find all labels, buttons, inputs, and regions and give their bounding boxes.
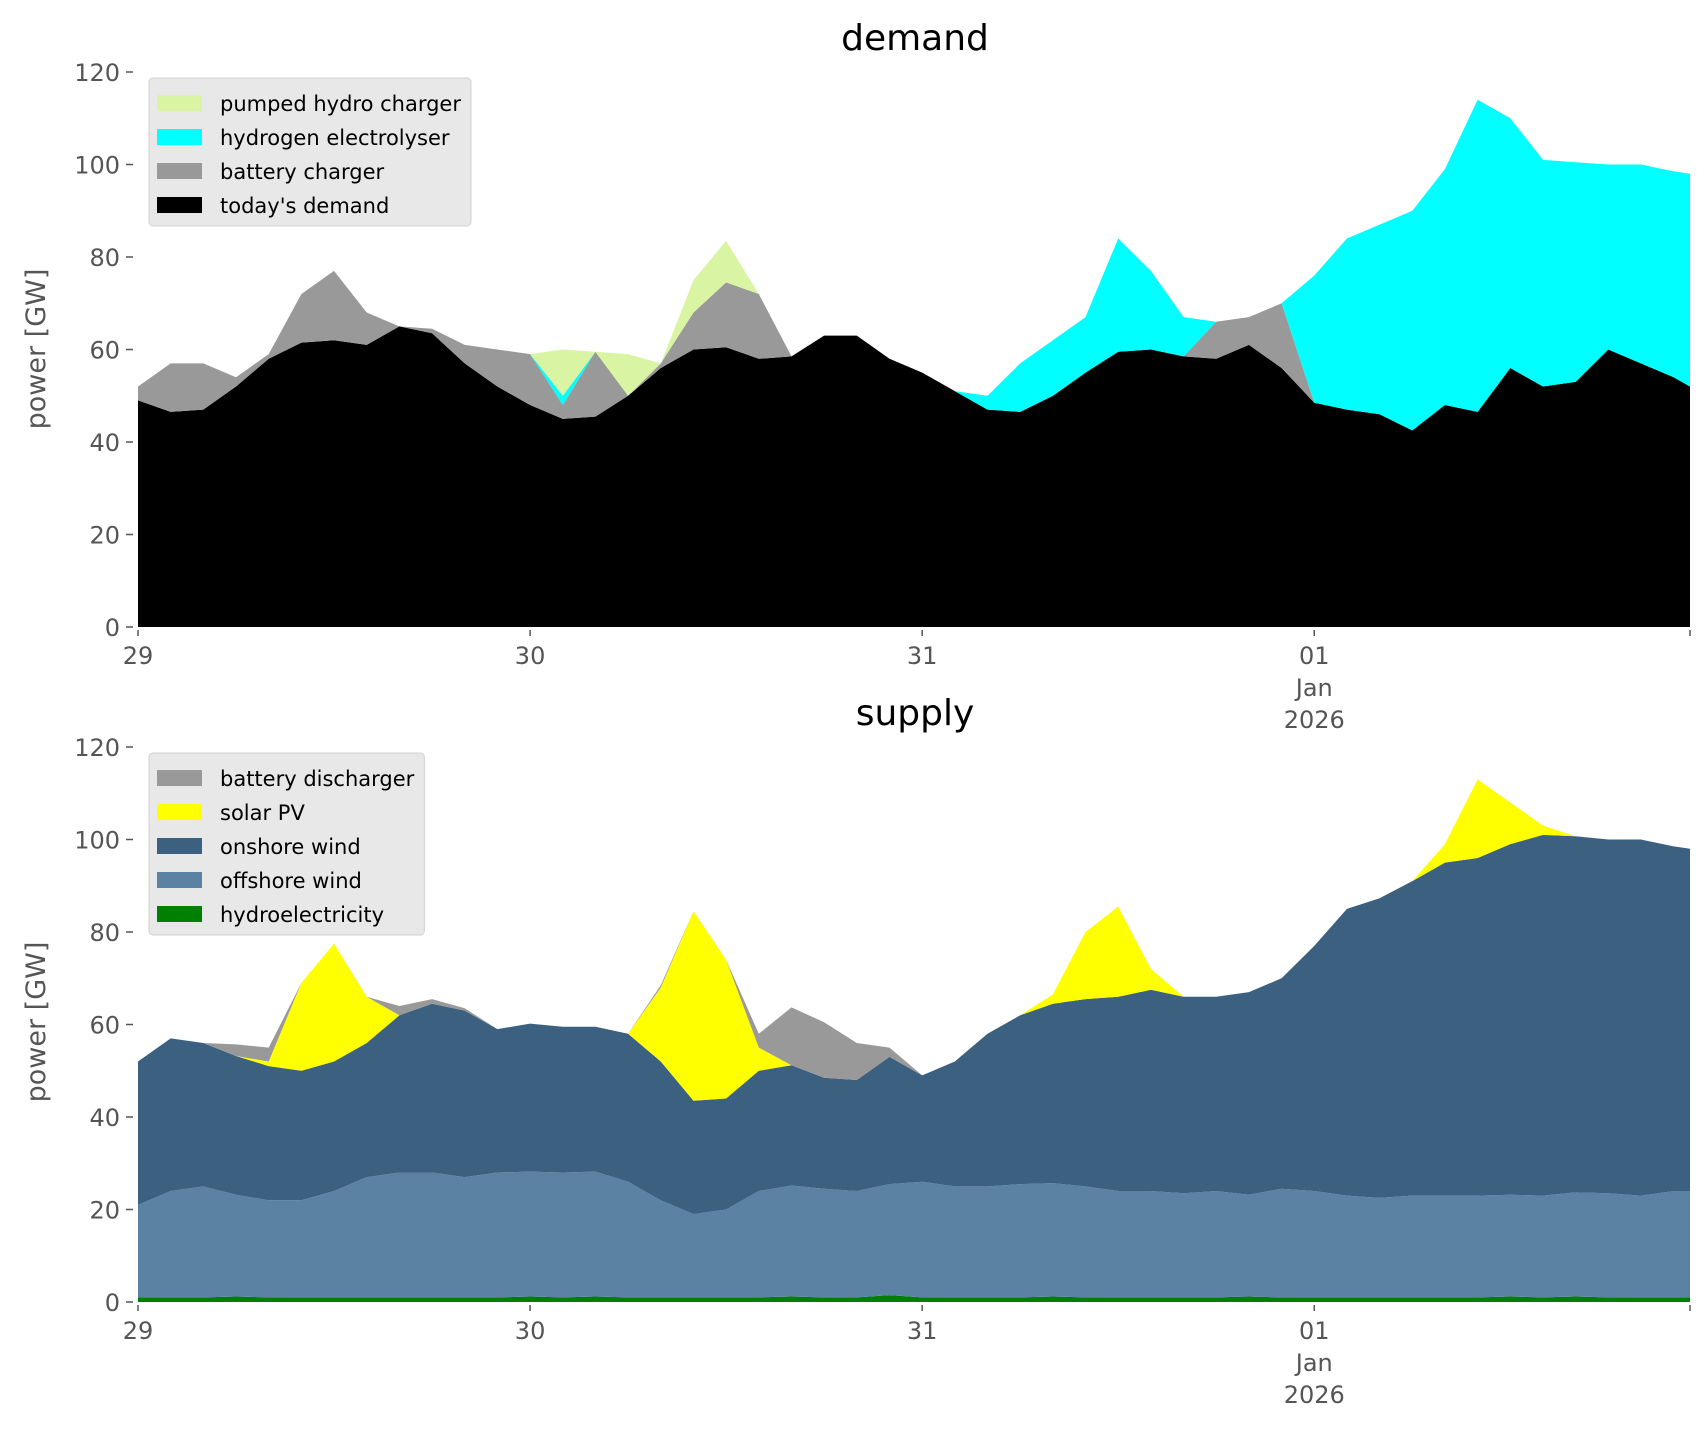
legend-swatch-solar-pv [157, 804, 202, 820]
x-tick-label: 31 [907, 1317, 938, 1345]
x-tick-label: 30 [515, 642, 546, 670]
legend-swatch-hydrogen-electrolyser [157, 129, 202, 145]
x-tick-label: 2026 [1284, 706, 1345, 734]
y-tick-label: 20 [89, 522, 120, 550]
legend-label-battery-discharger: battery discharger [220, 767, 415, 791]
y-axis-label: power [GW] [21, 942, 52, 1103]
y-axis-label: power [GW] [21, 269, 52, 430]
area-solar-pv [138, 779, 1690, 1101]
legend-swatch-battery-charger [157, 163, 202, 179]
area-hydroelectricity [138, 1295, 1690, 1302]
y-tick-label: 80 [89, 244, 120, 272]
legend-label-hydroelectricity: hydroelectricity [220, 903, 384, 927]
legend-box [148, 752, 425, 936]
y-tick-label: 120 [74, 59, 120, 87]
x-tick-label: 01 [1299, 642, 1330, 670]
y-tick-label: 0 [105, 1289, 120, 1317]
x-tick-label: 29 [123, 1317, 154, 1345]
area-layer [138, 779, 1690, 1302]
x-tick-label: 30 [515, 1317, 546, 1345]
chart-title: demand [841, 18, 989, 59]
legend-label-solar-pv: solar PV [220, 801, 305, 825]
area-today-s-demand [138, 326, 1690, 627]
legend-swatch-offshore-wind [157, 872, 202, 888]
area-onshore-wind [138, 834, 1690, 1215]
area-hydrogen-electrolyser [138, 99, 1690, 431]
legend-swatch-hydroelectricity [157, 906, 202, 922]
y-tick-label: 60 [89, 1012, 120, 1040]
area-layer [138, 99, 1690, 627]
y-tick-label: 40 [89, 1104, 120, 1132]
legend-swatch-today-s-demand [157, 197, 202, 213]
legend-label-battery-charger: battery charger [220, 160, 385, 184]
y-tick-label: 100 [74, 827, 120, 855]
y-tick-label: 120 [74, 734, 120, 762]
x-tick-label: 31 [907, 642, 938, 670]
legend-swatch-pumped-hydro-charger [157, 95, 202, 111]
legend-swatch-onshore-wind [157, 838, 202, 854]
x-tick-label: 01 [1299, 1317, 1330, 1345]
y-tick-label: 20 [89, 1197, 120, 1225]
legend-swatch-battery-discharger [157, 770, 202, 786]
legend-label-pumped-hydro-charger: pumped hydro charger [220, 92, 461, 116]
y-tick-label: 80 [89, 919, 120, 947]
axes-layer: 0 20 40 60 80 100 120 29 30 31 01 Jan 2026 [74, 734, 1691, 1409]
y-tick-label: 60 [89, 337, 120, 365]
axes-layer: 0 20 40 60 80 100 120 29 30 31 01 Jan 2026 [74, 59, 1691, 734]
x-tick-label: 29 [123, 642, 154, 670]
area-battery-charger [138, 270, 1690, 431]
legend-label-hydrogen-electrolyser: hydrogen electrolyser [220, 126, 450, 150]
chart-title: supply [856, 693, 975, 734]
y-tick-label: 0 [105, 614, 120, 642]
x-tick-label: Jan [1294, 674, 1333, 702]
x-tick-label: Jan [1294, 1349, 1333, 1377]
legend-label-offshore-wind: offshore wind [220, 869, 362, 893]
legend: battery discharger solar PV onshore wind of… [148, 752, 425, 936]
y-tick-label: 100 [74, 152, 120, 180]
legend-box [148, 77, 472, 227]
y-tick-label: 40 [89, 429, 120, 457]
legend-label-today-s-demand: today's demand [220, 194, 389, 218]
legend-label-onshore-wind: onshore wind [220, 835, 361, 859]
area-offshore-wind [138, 1171, 1690, 1298]
legend: pumped hydro charger hydrogen electrolyse… [148, 77, 472, 227]
x-tick-label: 2026 [1284, 1381, 1345, 1409]
